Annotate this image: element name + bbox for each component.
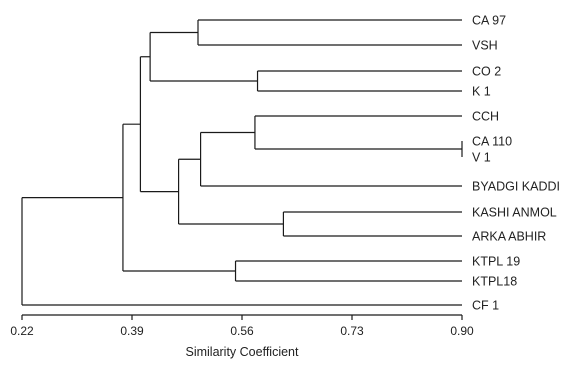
leaf-label: CA 110: [472, 135, 512, 149]
leaf-labels: CA 97 VSH CO 2 K 1 CCH CA 110 V 1 BYADGI KADDI K…: [472, 14, 560, 313]
x-tick-label: 0.90: [450, 324, 474, 338]
leaf-label: CA 97: [472, 14, 506, 28]
leaf-label: ARKA ABHIR: [472, 230, 546, 244]
dendrogram-branches: [21, 19, 463, 306]
leaf-label: KASHI ANMOL: [472, 206, 557, 220]
x-axis-title: Similarity Coefficient: [185, 345, 299, 359]
leaf-label: CCH: [472, 110, 499, 124]
x-tick-label: 0.73: [340, 324, 364, 338]
leaf-label: KTPL 19: [472, 255, 520, 269]
x-tick-label: 0.22: [10, 324, 34, 338]
leaf-label: BYADGI KADDI: [472, 180, 560, 194]
leaf-label: KTPL18: [472, 275, 517, 289]
leaf-label: CO 2: [472, 65, 501, 79]
leaf-label: CF 1: [472, 299, 499, 313]
leaf-label: VSH: [472, 39, 498, 53]
leaf-label: K 1: [472, 85, 491, 99]
x-axis: 0.22 0.39 0.56 0.73 0.90: [10, 314, 474, 338]
x-tick-label: 0.39: [120, 324, 144, 338]
leaf-label: V 1: [472, 151, 491, 165]
x-tick-label: 0.56: [230, 324, 254, 338]
